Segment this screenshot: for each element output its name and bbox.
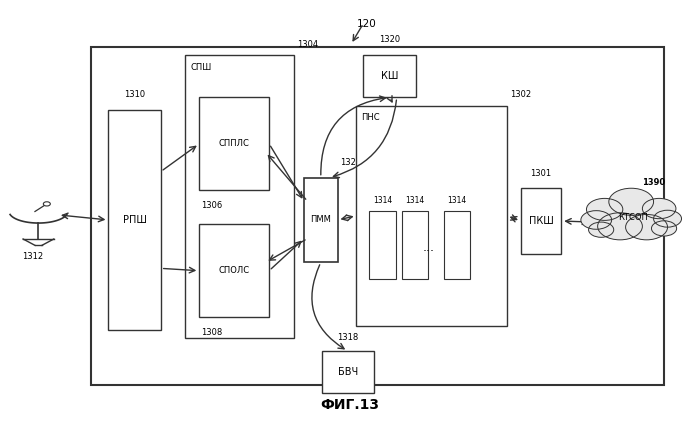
Text: 1312: 1312 bbox=[22, 252, 43, 261]
FancyBboxPatch shape bbox=[521, 188, 561, 254]
FancyBboxPatch shape bbox=[444, 212, 470, 279]
Circle shape bbox=[654, 210, 682, 227]
FancyBboxPatch shape bbox=[369, 212, 396, 279]
Text: 1314: 1314 bbox=[447, 196, 467, 205]
Text: 1390: 1390 bbox=[642, 179, 665, 187]
Text: ПНС: ПНС bbox=[361, 113, 380, 122]
Text: 1322: 1322 bbox=[340, 158, 361, 167]
Text: 1302: 1302 bbox=[510, 91, 531, 99]
FancyBboxPatch shape bbox=[363, 55, 416, 97]
Text: ПММ: ПММ bbox=[310, 215, 331, 225]
FancyBboxPatch shape bbox=[185, 55, 294, 338]
Text: 1304: 1304 bbox=[297, 40, 318, 49]
Text: 1314: 1314 bbox=[405, 196, 425, 205]
Text: 1318: 1318 bbox=[337, 333, 359, 342]
Circle shape bbox=[43, 202, 50, 206]
Circle shape bbox=[609, 188, 654, 215]
FancyBboxPatch shape bbox=[91, 47, 664, 385]
Circle shape bbox=[598, 213, 642, 240]
Text: СПОЛС: СПОЛС bbox=[219, 266, 250, 275]
FancyBboxPatch shape bbox=[356, 106, 507, 326]
FancyBboxPatch shape bbox=[402, 212, 428, 279]
FancyBboxPatch shape bbox=[304, 178, 338, 262]
FancyBboxPatch shape bbox=[322, 351, 374, 393]
Text: 1308: 1308 bbox=[201, 328, 222, 337]
Text: 1314: 1314 bbox=[373, 196, 392, 205]
FancyBboxPatch shape bbox=[199, 224, 269, 317]
Text: ФИГ.13: ФИГ.13 bbox=[320, 398, 379, 412]
Text: 1320: 1320 bbox=[379, 36, 401, 44]
Text: 1306: 1306 bbox=[201, 201, 222, 210]
Text: БВЧ: БВЧ bbox=[338, 367, 358, 377]
Text: СПШ: СПШ bbox=[191, 63, 212, 71]
Circle shape bbox=[651, 221, 677, 236]
Text: КШ: КШ bbox=[381, 71, 398, 81]
Circle shape bbox=[626, 214, 668, 240]
Text: 1310: 1310 bbox=[124, 91, 145, 99]
Text: 1301: 1301 bbox=[531, 169, 552, 178]
Text: КТСОП: КТСОП bbox=[618, 213, 647, 222]
FancyBboxPatch shape bbox=[108, 110, 161, 330]
Circle shape bbox=[642, 198, 676, 219]
Circle shape bbox=[586, 198, 623, 220]
FancyBboxPatch shape bbox=[199, 97, 269, 190]
Circle shape bbox=[581, 211, 612, 229]
Text: ПКШ: ПКШ bbox=[528, 216, 554, 226]
Text: СППЛС: СППЛС bbox=[219, 139, 250, 148]
Text: ...: ... bbox=[422, 241, 435, 254]
Circle shape bbox=[589, 222, 614, 237]
Text: РПШ: РПШ bbox=[122, 215, 147, 225]
Text: 120: 120 bbox=[357, 19, 377, 29]
